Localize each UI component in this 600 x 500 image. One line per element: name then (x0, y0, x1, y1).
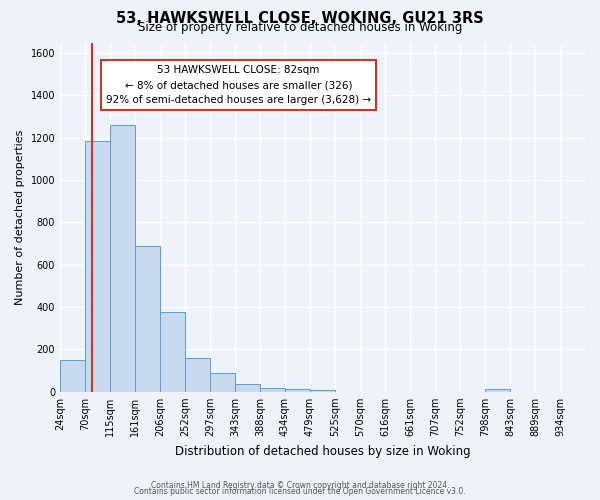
Text: 53 HAWKSWELL CLOSE: 82sqm
← 8% of detached houses are smaller (326)
92% of semi-: 53 HAWKSWELL CLOSE: 82sqm ← 8% of detach… (106, 65, 371, 105)
Y-axis label: Number of detached properties: Number of detached properties (15, 130, 25, 305)
Bar (60, 360, 85, 392)
Bar (485, 388, 510, 392)
Bar (85, 141, 110, 392)
Text: Size of property relative to detached houses in Woking: Size of property relative to detached ho… (138, 22, 462, 35)
Text: Contains public sector information licensed under the Open Government Licence v3: Contains public sector information licen… (134, 488, 466, 496)
Bar (185, 358, 210, 392)
Bar (310, 390, 335, 392)
Text: Contains HM Land Registry data © Crown copyright and database right 2024.: Contains HM Land Registry data © Crown c… (151, 480, 449, 490)
Bar (285, 388, 310, 392)
Bar (260, 388, 285, 392)
Bar (110, 125, 135, 392)
Text: 53, HAWKSWELL CLOSE, WOKING, GU21 3RS: 53, HAWKSWELL CLOSE, WOKING, GU21 3RS (116, 11, 484, 26)
Bar (210, 373, 235, 392)
Bar (135, 246, 160, 392)
Bar (160, 312, 185, 392)
Bar (235, 384, 260, 392)
X-axis label: Distribution of detached houses by size in Woking: Distribution of detached houses by size … (175, 444, 470, 458)
